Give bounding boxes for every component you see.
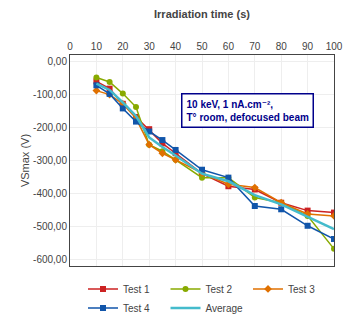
svg-text:30: 30	[144, 41, 156, 52]
svg-text:VSmax (V): VSmax (V)	[19, 134, 31, 187]
svg-text:-300,00: -300,00	[33, 155, 67, 166]
svg-text:Test 4: Test 4	[123, 303, 150, 314]
svg-text:Test 3: Test 3	[288, 284, 315, 295]
svg-text:10 keV, 1 nA.cm⁻²,T° room, def: 10 keV, 1 nA.cm⁻²,T° room, defocused bea…	[187, 99, 309, 123]
svg-text:90: 90	[302, 41, 314, 52]
svg-text:80: 80	[276, 41, 288, 52]
svg-text:10: 10	[91, 41, 103, 52]
svg-text:Test 1: Test 1	[123, 284, 150, 295]
svg-text:-600,00: -600,00	[33, 254, 67, 265]
svg-text:-200,00: -200,00	[33, 122, 67, 133]
svg-text:100: 100	[326, 41, 343, 52]
svg-text:0: 0	[67, 41, 73, 52]
svg-text:Test 2: Test 2	[206, 284, 233, 295]
svg-text:20: 20	[117, 41, 129, 52]
svg-text:-100,00: -100,00	[33, 89, 67, 100]
svg-text:-500,00: -500,00	[33, 221, 67, 232]
svg-text:0,00: 0,00	[48, 56, 68, 67]
svg-text:70: 70	[249, 41, 261, 52]
svg-text:50: 50	[196, 41, 208, 52]
svg-text:60: 60	[223, 41, 235, 52]
svg-text:40: 40	[170, 41, 182, 52]
svg-text:Irradiation time (s): Irradiation time (s)	[154, 8, 250, 20]
svg-text:Average: Average	[206, 303, 244, 314]
svg-text:-400,00: -400,00	[33, 188, 67, 199]
